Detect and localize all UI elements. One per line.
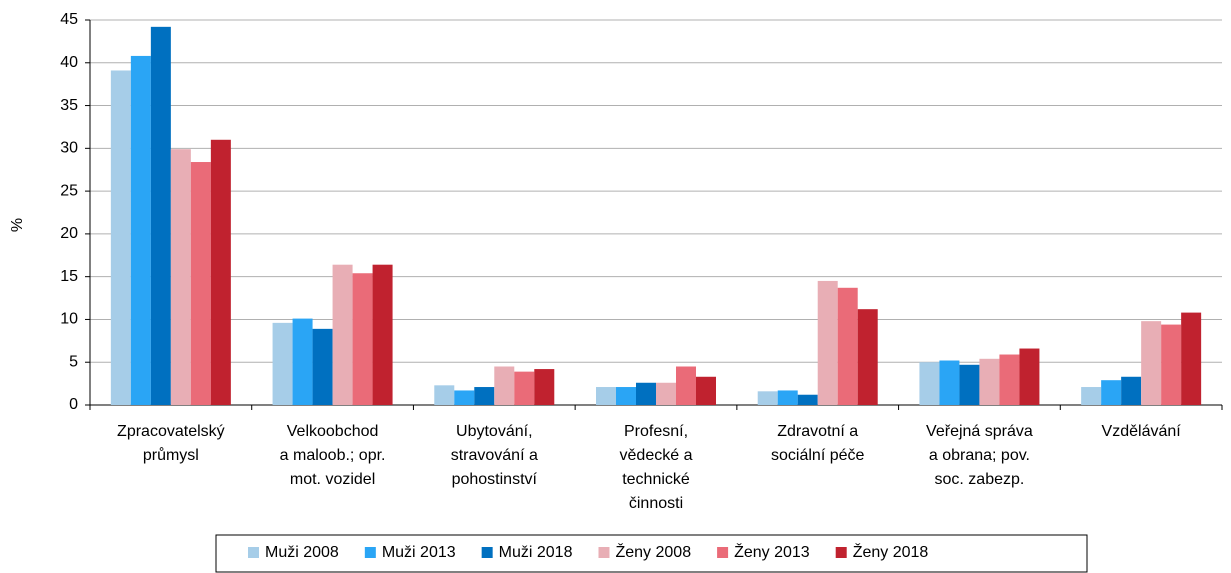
bar — [150, 26, 171, 405]
bar — [534, 369, 555, 405]
legend-box — [215, 534, 1088, 573]
legend-swatch — [598, 547, 610, 558]
bar — [312, 328, 333, 405]
y-tick-label: 5 — [69, 353, 78, 370]
legend-swatch — [481, 547, 493, 558]
y-tick-label: 20 — [60, 225, 78, 242]
y-tick-label: 15 — [60, 268, 78, 285]
bar — [210, 139, 231, 405]
bar — [616, 387, 636, 405]
bar — [130, 55, 151, 405]
x-tick-label-line: průmysl — [143, 446, 199, 464]
bar — [332, 264, 353, 405]
legend-swatch — [248, 547, 259, 558]
x-tick-label: Zdravotní a sociální péče — [771, 423, 864, 464]
legend-label: Ženy 2008 — [615, 542, 691, 561]
bar — [777, 390, 798, 405]
y-axis-label: % — [9, 218, 26, 232]
bar — [292, 318, 313, 405]
bar — [170, 149, 191, 405]
x-tick-label: Profesní, vědecké a technické činnosti — [620, 423, 693, 512]
y-tick-label: 10 — [60, 311, 78, 328]
bar — [656, 382, 676, 405]
bar — [596, 387, 616, 405]
legend-label: Muži 2013 — [382, 544, 456, 561]
bar — [979, 358, 1000, 405]
x-tick-label-line: činnosti — [629, 495, 683, 512]
legend-label: Muži 2018 — [499, 544, 573, 561]
legend-swatch — [364, 547, 376, 558]
x-tick-label-line: vědecké a — [620, 447, 693, 464]
legend-swatch — [835, 547, 847, 558]
bar — [110, 70, 131, 405]
bar — [817, 280, 838, 405]
x-tick-label: Ubytování, stravování a pohostinství — [451, 423, 538, 488]
x-tick-label-line: a maloob.; opr. — [280, 447, 386, 464]
x-tick-label-line: Profesní, — [624, 423, 688, 440]
bar — [494, 366, 515, 405]
bar — [999, 354, 1020, 405]
x-tick-label: Velkoobchod a maloob.; opr. mot. vozidel — [280, 423, 386, 488]
y-tick-label: 35 — [60, 97, 78, 114]
x-tick-label-line: Vzdělávání — [1102, 423, 1182, 440]
y-tick-label: 0 — [69, 396, 78, 413]
bar — [676, 366, 696, 405]
bar — [1101, 380, 1122, 405]
x-tick-label-line: pohostinství — [452, 471, 538, 488]
x-tick-label-line: Velkoobchod — [287, 423, 379, 440]
bar — [190, 162, 211, 405]
bar — [757, 391, 778, 405]
bar — [696, 376, 716, 405]
bar — [372, 264, 393, 405]
bar — [959, 364, 980, 405]
legend-label: Ženy 2013 — [734, 542, 810, 561]
x-tick-label-line: mot. vozidel — [290, 471, 375, 488]
x-tick-label: Vzdělávání — [1102, 423, 1182, 440]
x-tick-label-line: Zpracovatelský — [117, 423, 225, 440]
x-tick-label: Veřejná správa a obrana; pov. soc. zabezp. — [926, 423, 1033, 488]
bar — [1121, 376, 1142, 405]
bar — [1181, 312, 1202, 405]
x-tick-label-line: soc. zabezp. — [935, 471, 1025, 488]
x-tick-label-line: Ubytování, — [456, 423, 532, 440]
x-tick-label-line: sociální péče — [771, 447, 864, 464]
x-tick-label-line: technické — [622, 471, 690, 488]
bar — [837, 287, 858, 405]
bar — [939, 360, 960, 405]
bar — [352, 273, 373, 405]
y-tick-label: 30 — [60, 140, 78, 157]
y-tick-label: 40 — [60, 54, 78, 71]
bar — [857, 309, 878, 405]
x-tick-label-line: stravování a — [451, 447, 538, 464]
bar — [434, 385, 455, 405]
legend-label: Muži 2008 — [265, 544, 339, 561]
bar — [272, 322, 293, 405]
bar — [474, 387, 495, 405]
legend-label: Ženy 2018 — [853, 542, 929, 561]
bar — [636, 382, 656, 405]
bar — [1081, 387, 1102, 405]
x-tick-label-line: a obrana; pov. — [929, 447, 1030, 464]
x-tick-label-line: Zdravotní a — [777, 423, 858, 440]
bar — [919, 362, 940, 405]
bar — [1141, 321, 1162, 405]
bar — [797, 394, 818, 405]
x-tick-label: Zpracovatelský průmysl — [117, 423, 225, 464]
y-tick-label: 25 — [60, 182, 78, 199]
bar — [454, 390, 475, 405]
x-tick-label-line: Veřejná správa — [926, 423, 1033, 440]
bar — [514, 371, 535, 405]
bar — [1161, 324, 1182, 405]
y-tick-label: 45 — [60, 11, 78, 28]
bar — [1019, 348, 1040, 405]
legend-swatch — [717, 547, 729, 558]
